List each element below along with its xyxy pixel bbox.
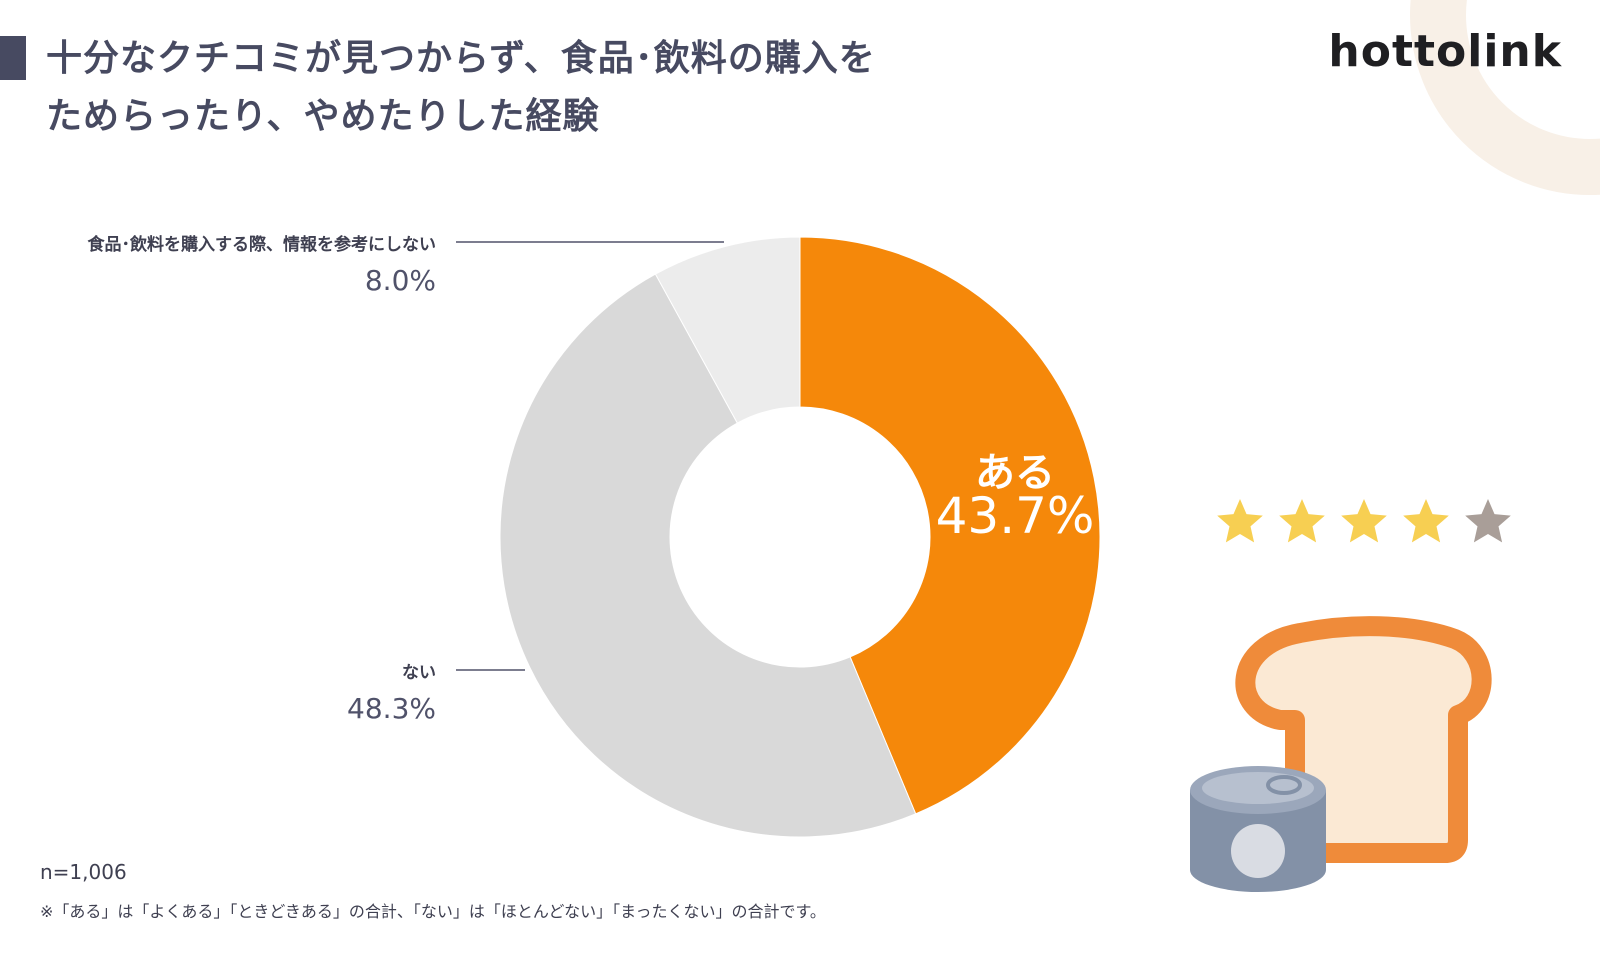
title-line-1: 十分なクチコミが見つからず、食品･飲料の購入を [46, 38, 876, 79]
star-icon [1341, 499, 1387, 543]
slice-value-no-reference: 8.0% [364, 264, 436, 297]
page-title: 十分なクチコミが見つからず、食品･飲料の購入を ためらったり、やめたりした経験 [46, 30, 876, 146]
rating-stars [1215, 497, 1513, 547]
star-icon [1217, 499, 1263, 543]
star-icon [1465, 499, 1511, 543]
slice-label-no: ない [402, 663, 436, 683]
star-icon [1279, 499, 1325, 543]
slice-label-no-reference: 食品･飲料を購入する際、情報を参考にしない [87, 235, 437, 255]
slice-value-yes: 43.7% [935, 487, 1095, 545]
slice-label-yes: ある [975, 450, 1055, 496]
slice-yes [799, 236, 1101, 815]
food-illustration [1190, 616, 1492, 892]
can-icon [1190, 766, 1326, 892]
brand-logo: hottolink [1328, 26, 1562, 77]
title-line-2: ためらったり、やめたりした経験 [46, 96, 600, 137]
footnote: ※「ある」は「よくある」「ときどきある」の合計、「ない」は「ほとんどない」「まっ… [40, 902, 826, 921]
slice-no-reference [654, 236, 801, 424]
slice-value-no: 48.3% [347, 692, 436, 725]
star-icon [1403, 499, 1449, 543]
slice-no [499, 273, 917, 838]
sample-size: n=1,006 [40, 860, 127, 884]
title-accent-bar [0, 36, 26, 80]
